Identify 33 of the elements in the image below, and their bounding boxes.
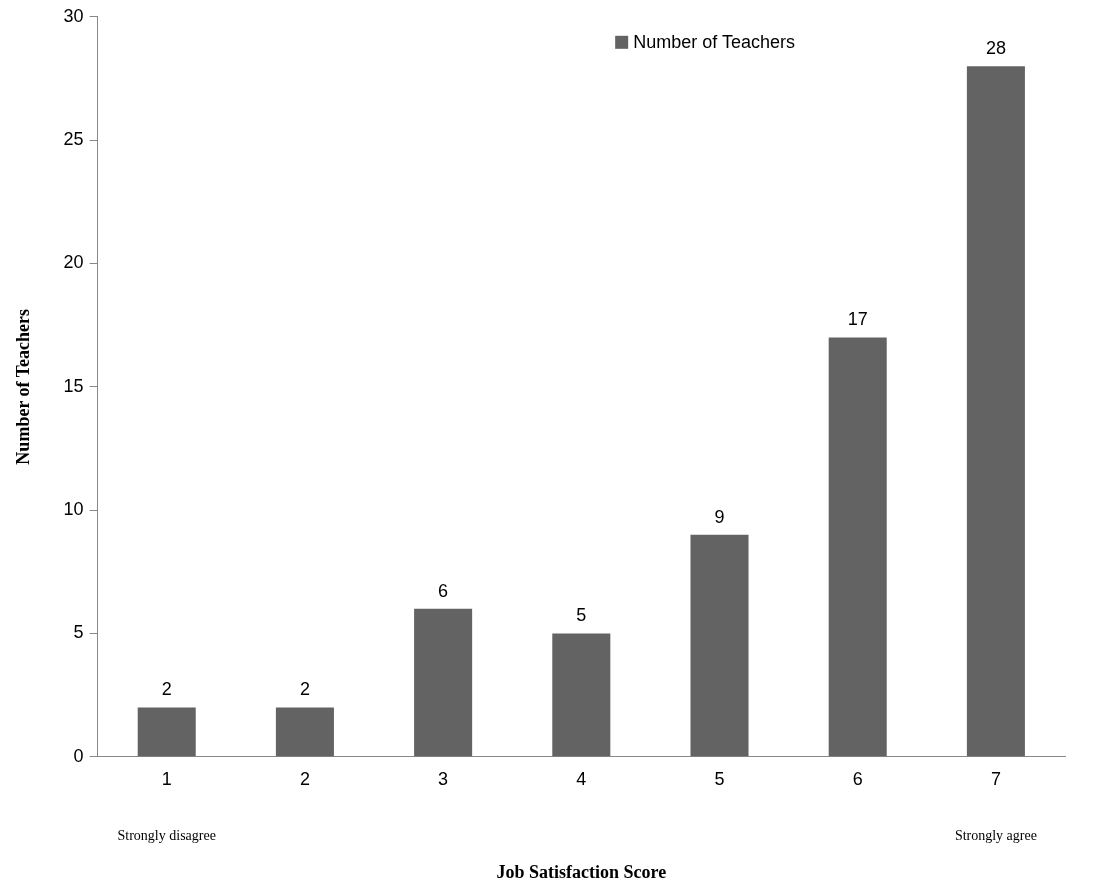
y-tick-label: 30 [63,5,84,26]
bar [828,337,887,757]
bar [137,707,196,757]
x-tick-label: 3 [438,768,449,789]
data-label: 9 [714,506,725,527]
bar [414,608,473,757]
data-label: 6 [438,580,449,601]
data-label: 5 [576,605,587,626]
x-tick-label: 6 [852,768,863,789]
text: Strongly agree [954,828,1037,844]
y-tick-label: 10 [63,499,84,520]
y-axis-title: Number of Teachers [13,308,34,465]
x-tick-label: 4 [576,768,587,789]
x-tick-label: 7 [990,768,1001,789]
text: Strongly disagree [117,828,216,844]
data-label: 17 [847,309,868,330]
y-tick-label: 5 [73,622,84,643]
x-tick-label: 1 [161,768,172,789]
data-label: 2 [161,679,172,700]
y-tick-label: 20 [63,252,84,273]
x-tick-label: 5 [714,768,725,789]
bar [275,707,334,757]
y-tick-label: 0 [73,745,84,766]
bar [966,66,1025,757]
x-tick-label: 2 [299,768,310,789]
data-label: 28 [985,38,1006,59]
bar [552,633,611,757]
y-tick-label: 25 [63,129,84,150]
data-label: 2 [299,679,310,700]
x-axis-title: Job Satisfaction Score [496,861,667,882]
y-tick-label: 15 [63,375,84,396]
bar [690,534,749,757]
legend-label: Number of Teachers [633,31,795,52]
